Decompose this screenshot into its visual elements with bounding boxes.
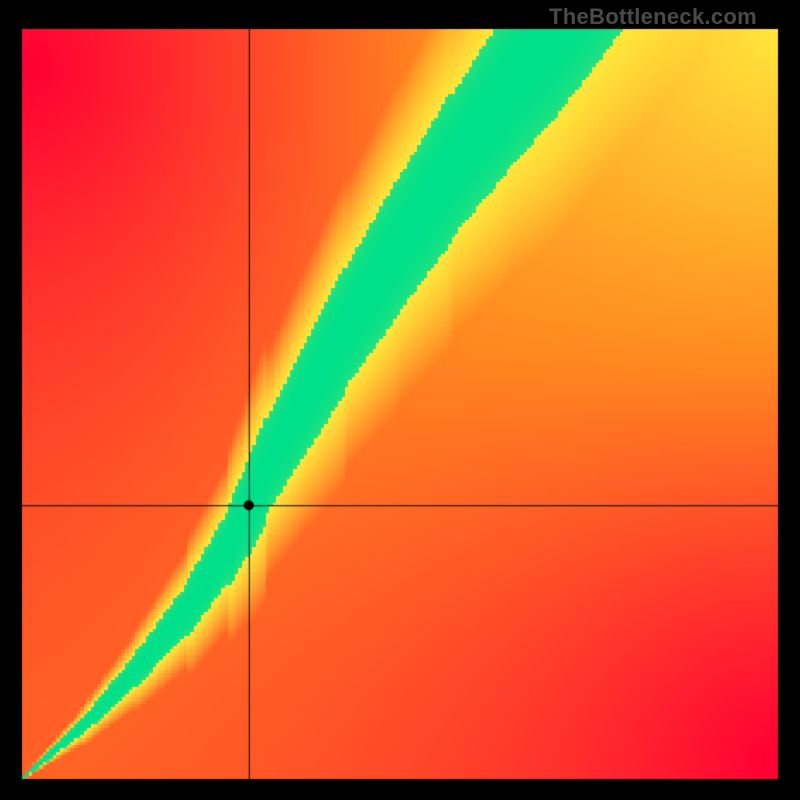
chart-stage: TheBottleneck.com <box>0 0 800 800</box>
bottleneck-heatmap-canvas <box>0 0 800 800</box>
attribution-watermark: TheBottleneck.com <box>549 4 757 30</box>
